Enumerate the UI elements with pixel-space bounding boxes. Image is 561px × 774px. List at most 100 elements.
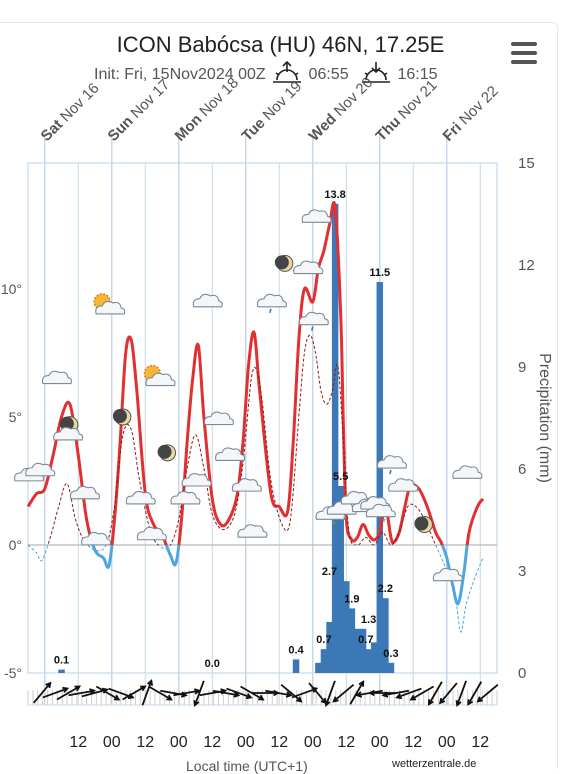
x-tick-label: 12 <box>69 734 87 751</box>
cloud-icon <box>41 370 73 385</box>
precip-label: 0.4 <box>288 644 304 656</box>
y-axis-title-right: Precipitation (mm) <box>536 353 553 483</box>
cloud-icon <box>203 411 234 426</box>
sunrise-icon <box>273 60 302 83</box>
cloud-icon <box>53 426 84 441</box>
y-tick-label-left: 5° <box>9 409 22 425</box>
precip-bar <box>387 662 395 673</box>
cloud-shape <box>231 478 262 492</box>
wind-arrow-icon <box>148 685 173 701</box>
wind-arrow-icon <box>324 680 336 707</box>
precip-label: 1.9 <box>344 593 359 605</box>
sunset-icon <box>362 62 391 83</box>
x-tick-label: 12 <box>270 734 288 751</box>
precip-bar <box>354 628 361 673</box>
x-tick-label: 12 <box>471 734 489 751</box>
precip-bar <box>359 628 367 673</box>
wind-arrow-icon <box>56 685 82 701</box>
x-tick-label: 00 <box>237 734 255 751</box>
wind-arrow-icon <box>381 689 410 698</box>
precip-bar <box>331 203 339 674</box>
x-tick-label: 12 <box>203 734 221 751</box>
cloud-shape <box>452 465 483 479</box>
day-label: Wed Nov 20 <box>306 74 377 145</box>
precip-label: 0.1 <box>54 655 69 667</box>
svg-text:*: * <box>382 517 387 529</box>
cloud-shape <box>145 372 176 387</box>
cloud-icon <box>25 462 56 477</box>
cloud-icon <box>215 447 246 461</box>
precip-bar <box>348 608 356 673</box>
cloud-shape <box>237 524 268 538</box>
cloud-shape <box>192 293 223 308</box>
dewpoint-line-warm <box>28 334 437 545</box>
y-tick-label-right: 12 <box>518 257 535 274</box>
cloud-shape <box>256 293 287 308</box>
menu-icon[interactable] <box>511 42 537 66</box>
cloud-shape <box>53 426 84 441</box>
cloud-shape <box>81 531 112 546</box>
cloud-shape <box>136 526 167 541</box>
x-tick-label: 00 <box>103 734 121 751</box>
x-axis-title: Local time (UTC+1) <box>186 758 308 774</box>
x-tick-label: 12 <box>136 734 154 751</box>
moon-icon <box>414 516 433 534</box>
cloud-icon <box>388 478 419 492</box>
cloud-shape <box>41 370 73 385</box>
sun-cloud-icon <box>143 364 176 387</box>
precip-label: 0.7 <box>358 634 373 646</box>
precip-label: 2.7 <box>322 566 337 578</box>
wind-arrow-icon <box>193 680 205 707</box>
precip-bar <box>58 669 65 673</box>
x-tick-label: 00 <box>438 734 456 751</box>
day-label: Tue Nov 19 <box>239 78 306 145</box>
cloud-icon <box>136 526 167 541</box>
wind-arrow-icon <box>280 683 303 703</box>
cloud-icon <box>81 531 112 546</box>
x-tick-label: 00 <box>371 734 389 751</box>
precip-bar <box>292 659 300 673</box>
chart-frame <box>0 22 558 769</box>
precip-bar <box>315 662 322 673</box>
precip-bar <box>337 486 344 673</box>
svg-text:*: * <box>343 514 348 526</box>
wind-arrow-icon <box>467 681 483 706</box>
x-tick-label: 00 <box>304 734 322 751</box>
wind-arrow-icon <box>349 680 365 705</box>
rain-cloud-icon <box>298 311 329 331</box>
wind-arrow-icon <box>42 686 70 699</box>
cloud-shape <box>25 462 56 477</box>
cloud-icon <box>181 472 212 487</box>
wind-arrow-icon <box>122 685 147 701</box>
cloud-icon <box>192 293 223 308</box>
y-tick-label-right: 6 <box>518 461 526 478</box>
wind-arrow-icon <box>332 683 355 703</box>
precip-bar <box>365 649 372 673</box>
cloud-shape <box>432 567 463 582</box>
cloud-icon <box>432 567 463 582</box>
cloud-shape <box>298 311 329 326</box>
y-tick-label-right: 3 <box>518 563 526 580</box>
cloud-icon <box>125 490 156 505</box>
wind-arrow-icon <box>32 681 52 704</box>
precip-label: 5.5 <box>333 471 348 483</box>
moon-icon <box>157 444 177 462</box>
cloud-shape <box>203 411 234 426</box>
precip-label: 0.3 <box>383 648 398 660</box>
y-tick-label-right: 9 <box>518 359 526 376</box>
temperature-line-warm <box>26 201 485 545</box>
precip-bar <box>370 642 378 673</box>
cloud-icon <box>231 478 262 492</box>
cloud-shape <box>181 472 212 487</box>
wind-arrow-icon <box>68 688 96 697</box>
cloud-shape <box>170 490 201 505</box>
wind-arrow-icon <box>438 682 458 705</box>
precip-label: 0.0 <box>205 658 220 670</box>
x-tick-label: 12 <box>337 734 355 751</box>
wind-arrow-icon <box>173 688 201 697</box>
rain-cloud-icon <box>376 455 408 475</box>
cloud-shape <box>365 503 396 518</box>
sun-cloud-icon <box>93 293 126 315</box>
cloud-shape <box>125 490 156 505</box>
